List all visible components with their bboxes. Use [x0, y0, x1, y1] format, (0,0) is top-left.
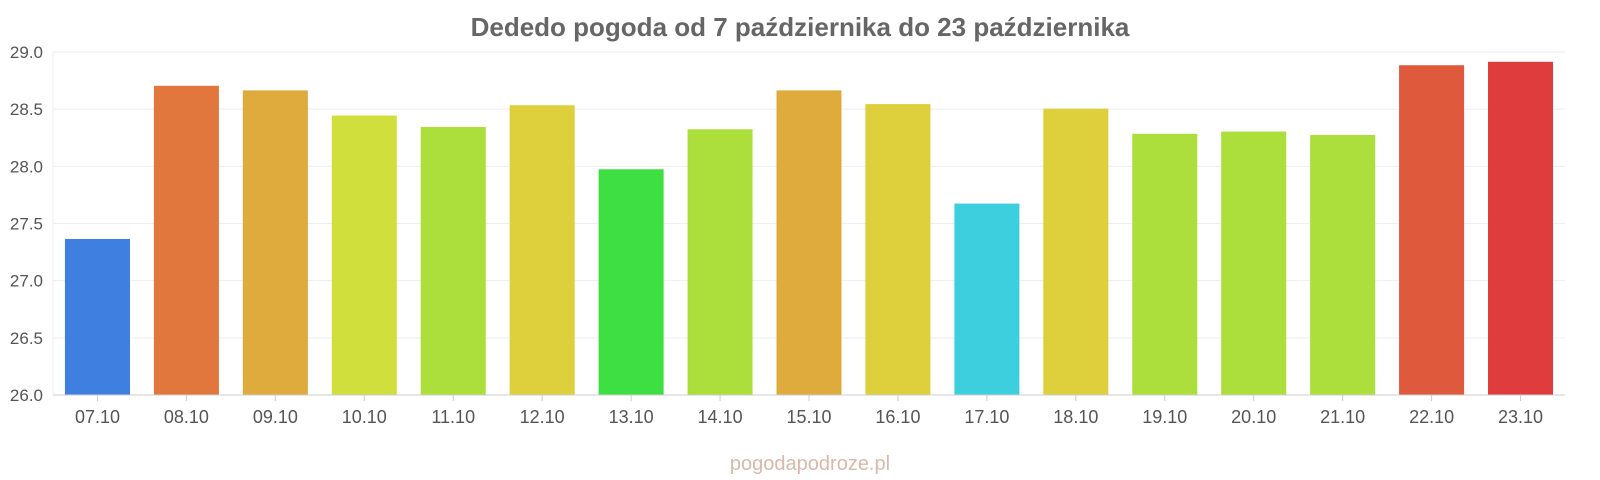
y-tick-label: 27.5 — [10, 215, 43, 234]
x-tick-label: 15.10 — [786, 407, 831, 427]
x-tick-label: 07.10 — [75, 407, 120, 427]
x-tick-label: 23.10 — [1498, 407, 1543, 427]
y-tick-label: 27.0 — [10, 272, 43, 291]
bar-12.10 — [509, 105, 575, 396]
bar-08.10 — [153, 85, 219, 396]
bar-14.10 — [687, 129, 753, 396]
bar-11.10 — [420, 126, 486, 396]
y-axis-ticks: 26.0 26.5 27.0 27.5 28.0 28.5 29.0 — [10, 43, 43, 405]
x-axis-ticks: 07.10 08.10 09.10 10.10 11.10 12.10 13.10 14.10… — [75, 395, 1543, 427]
x-tick-label: 08.10 — [164, 407, 209, 427]
bar-23.10 — [1488, 61, 1554, 396]
y-tick-label: 29.0 — [10, 43, 43, 62]
bars — [64, 61, 1554, 396]
x-tick-label: 14.10 — [698, 407, 743, 427]
x-tick-label: 11.10 — [431, 407, 475, 427]
x-tick-label: 19.10 — [1142, 407, 1187, 427]
bar-22.10 — [1399, 65, 1465, 396]
bar-17.10 — [954, 203, 1020, 396]
y-tick-label: 26.5 — [10, 329, 43, 348]
x-tick-label: 17.10 — [964, 407, 1009, 427]
y-tick-label: 26.0 — [10, 386, 43, 405]
x-tick-label: 18.10 — [1053, 407, 1098, 427]
x-tick-label: 22.10 — [1409, 407, 1454, 427]
x-tick-label: 16.10 — [875, 407, 920, 427]
chart-title: Dededo pogoda od 7 października do 23 pa… — [471, 12, 1130, 42]
bar-07.10 — [64, 239, 130, 396]
x-tick-label: 12.10 — [520, 407, 565, 427]
bar-10.10 — [331, 115, 397, 396]
bar-09.10 — [242, 90, 308, 396]
y-tick-label: 28.0 — [10, 157, 43, 176]
x-tick-label: 21.10 — [1320, 407, 1365, 427]
bar-18.10 — [1043, 108, 1109, 396]
bar-19.10 — [1132, 133, 1198, 396]
x-tick-label: 10.10 — [342, 407, 387, 427]
bar-21.10 — [1310, 134, 1376, 396]
bar-20.10 — [1221, 131, 1287, 396]
y-tick-label: 28.5 — [10, 100, 43, 119]
x-tick-label: 13.10 — [609, 407, 654, 427]
watermark: pogodapodroze.pl — [730, 453, 890, 475]
bar-16.10 — [865, 104, 931, 396]
bar-15.10 — [776, 90, 842, 396]
bar-13.10 — [598, 169, 664, 396]
x-tick-label: 09.10 — [253, 407, 298, 427]
x-tick-label: 20.10 — [1231, 407, 1276, 427]
